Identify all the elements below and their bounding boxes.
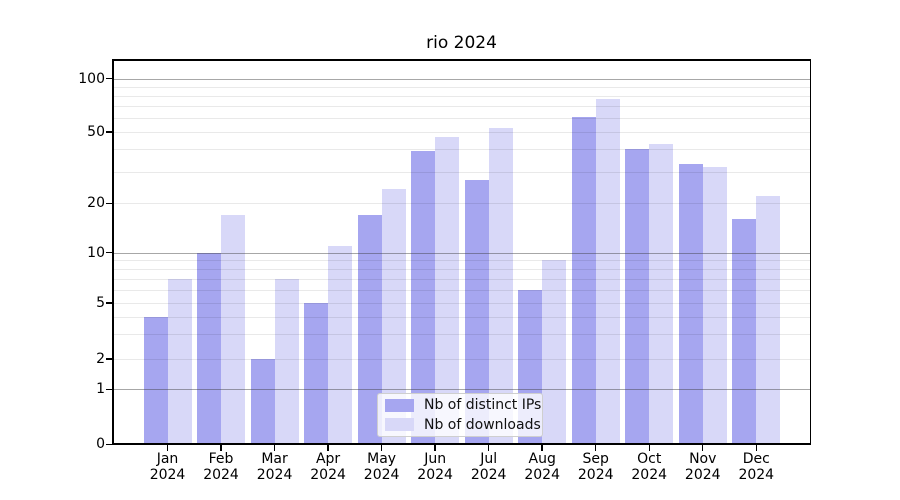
x-tick-label: Aug 2024 bbox=[524, 451, 560, 483]
bar-downloads bbox=[702, 166, 727, 444]
y-tick-mark bbox=[106, 388, 113, 390]
y-tick-label: 100 bbox=[78, 70, 105, 87]
spine-bottom bbox=[112, 443, 812, 445]
x-tick-label: Oct 2024 bbox=[631, 451, 668, 483]
legend-label-distinct-ips: Nb of distinct IPs bbox=[424, 397, 542, 414]
y-tick-label: 10 bbox=[87, 244, 105, 261]
y-tick-mark bbox=[106, 443, 113, 445]
bar-distinct-ips bbox=[197, 252, 222, 444]
legend-swatch-downloads bbox=[385, 418, 414, 432]
y-tick-mark bbox=[106, 131, 113, 133]
bar-distinct-ips bbox=[571, 116, 596, 444]
bar-distinct-ips bbox=[143, 316, 168, 444]
y-tick-mark bbox=[106, 202, 113, 204]
y-tick-label: 2 bbox=[96, 351, 105, 367]
y-tick-label: 20 bbox=[87, 195, 105, 212]
bar-distinct-ips bbox=[304, 303, 329, 444]
spine-left bbox=[112, 59, 114, 445]
bar-downloads bbox=[595, 98, 620, 444]
bar-downloads bbox=[542, 260, 567, 444]
bar-downloads bbox=[274, 278, 299, 444]
bar-downloads bbox=[167, 278, 192, 444]
bar-downloads bbox=[488, 127, 513, 444]
x-tick-label: Jun 2024 bbox=[417, 451, 453, 483]
bars-layer bbox=[114, 61, 810, 444]
x-tick-mark bbox=[487, 445, 490, 451]
x-tick-mark bbox=[595, 445, 597, 451]
spine-right bbox=[809, 59, 812, 445]
x-tick-mark bbox=[273, 445, 276, 451]
bar-downloads bbox=[328, 245, 353, 444]
bar-downloads bbox=[221, 214, 246, 444]
chart-title: rio 2024 bbox=[426, 33, 497, 53]
y-tick-mark bbox=[106, 358, 113, 360]
bar-distinct-ips bbox=[678, 164, 703, 444]
x-tick-mark bbox=[327, 445, 329, 451]
x-tick-label: Mar 2024 bbox=[256, 451, 293, 483]
legend-swatch-distinct-ips bbox=[385, 398, 414, 412]
x-tick-mark bbox=[220, 445, 222, 451]
x-tick-label: Dec 2024 bbox=[738, 451, 775, 483]
bar-downloads bbox=[756, 195, 781, 444]
y-tick-label: 50 bbox=[87, 124, 105, 140]
y-tick-mark bbox=[106, 77, 113, 80]
bar-distinct-ips bbox=[732, 219, 757, 444]
legend-item-downloads: Nb of downloads bbox=[385, 417, 541, 434]
legend-item-distinct-ips: Nb of distinct IPs bbox=[385, 397, 541, 414]
legend: Nb of distinct IPs Nb of downloads bbox=[377, 393, 543, 437]
bar-downloads bbox=[435, 136, 460, 444]
bar-distinct-ips bbox=[625, 149, 650, 444]
x-tick-label: Jul 2024 bbox=[470, 451, 507, 483]
x-tick-mark bbox=[755, 445, 757, 451]
legend-label-downloads: Nb of downloads bbox=[424, 416, 541, 433]
x-tick-label: Feb 2024 bbox=[203, 451, 239, 483]
x-tick-label: Sep 2024 bbox=[577, 451, 614, 483]
y-tick-label: 1 bbox=[96, 381, 105, 398]
x-tick-mark bbox=[166, 445, 169, 451]
x-tick-label: Apr 2024 bbox=[310, 451, 346, 483]
y-tick-label: 0 bbox=[96, 436, 105, 453]
y-tick-label: 5 bbox=[96, 295, 105, 311]
x-tick-mark bbox=[380, 445, 383, 451]
y-tick-mark bbox=[106, 252, 113, 254]
x-tick-label: Jan 2024 bbox=[149, 451, 186, 483]
x-tick-mark bbox=[648, 445, 650, 451]
x-tick-label: Nov 2024 bbox=[684, 451, 721, 483]
x-tick-label: May 2024 bbox=[363, 451, 400, 483]
plot-area: Nb of distinct IPs Nb of downloads bbox=[114, 61, 810, 444]
x-tick-mark bbox=[434, 445, 436, 451]
bar-distinct-ips bbox=[250, 359, 275, 444]
y-tick-mark bbox=[106, 302, 113, 304]
bar-downloads bbox=[649, 143, 674, 444]
x-tick-mark bbox=[702, 445, 704, 451]
x-tick-mark bbox=[541, 445, 543, 451]
spine-top bbox=[112, 59, 812, 61]
